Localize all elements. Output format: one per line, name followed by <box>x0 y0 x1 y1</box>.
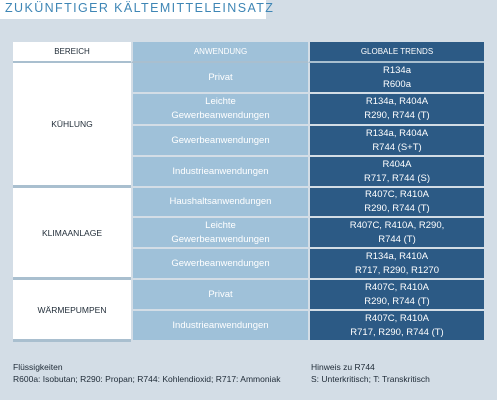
anwendung-cell: Privat <box>131 63 308 94</box>
footer-fluids-title: Flüssigkeiten <box>13 362 63 372</box>
anwendung-line: Privat <box>208 288 233 300</box>
table-header-row: BEREICH ANWENDUNG GLOBALE TRENDS <box>13 42 484 63</box>
trend-line: R717, R290, R744 (T) <box>350 326 444 338</box>
anwendung-cell: Leichte Gewerbeanwendungen <box>131 218 308 249</box>
anwendung-cell: Industrieanwendungen <box>131 157 308 188</box>
table-row: Leichte Gewerbeanwendungen R407C, R410A, R… <box>13 218 484 249</box>
table-row: Industrieanwendungen R404A R717, R744 (S) <box>13 157 484 188</box>
bereich-cell: KÜHLUNG <box>13 63 131 188</box>
header-globale-trends: GLOBALE TRENDS <box>308 42 484 63</box>
anwendung-line: Leichte <box>205 219 236 231</box>
trend-line: R290, R744 (T) <box>364 110 430 121</box>
table-row: Gewerbeanwendungen R134a, R404A R744 (S+T) <box>13 126 484 157</box>
page-title: ZUKÜNFTIGER KÄLTEMITTELEINSATZ <box>5 1 275 15</box>
header-anwendung: ANWENDUNG <box>131 42 308 63</box>
trend-cell: R407C, R410A R717, R290, R744 (T) <box>308 311 484 342</box>
trend-line: R407C, R410A <box>365 312 429 324</box>
title-bar: ZUKÜNFTIGER KÄLTEMITTELEINSATZ <box>0 0 273 19</box>
refrigerant-table: BEREICH ANWENDUNG GLOBALE TRENDS KÜHLUNG… <box>13 42 484 342</box>
trend-cell: R404A R717, R744 (S) <box>308 157 484 188</box>
anwendung-cell: Gewerbeanwendungen <box>131 249 308 280</box>
header-bereich: BEREICH <box>13 42 131 63</box>
trend-line: R290, R744 (T) <box>364 295 430 307</box>
trend-line: R407C, R410A, R290, <box>349 219 445 231</box>
anwendung-line: Gewerbeanwendungen <box>171 134 270 146</box>
trend-cell: R407C, R410A R290, R744 (T) <box>308 280 484 311</box>
anwendung-cell: Gewerbeanwendungen <box>131 126 308 157</box>
table-row: Gewerbeanwendungen R134a, R410A R717, R290… <box>13 249 484 280</box>
trend-line: R404A <box>382 158 412 170</box>
table-row: Leichte Gewerbeanwendungen R134a, R404A R29… <box>13 94 484 126</box>
anwendung-line: Gewerbeanwendungen <box>171 110 270 121</box>
trend-line: R407C, R410A <box>365 189 429 200</box>
table-body: KÜHLUNG Privat R134a R600a Leichte Gewerbeanw… <box>13 63 484 342</box>
table-row: KÜHLUNG Privat R134a R600a <box>13 63 484 188</box>
trend-cell: R134a R600a <box>308 63 484 94</box>
bereich-cell: WÄRMEPUMPEN <box>13 280 131 342</box>
anwendung-line: Industrieanwendungen <box>172 319 269 331</box>
table-row: Industrieanwendungen R407C, R410A R717, R2… <box>13 311 484 342</box>
trend-cell: R134a, R404A R744 (S+T) <box>308 126 484 157</box>
anwendung-cell: Industrieanwendungen <box>131 311 308 342</box>
trend-line: R717, R744 (S) <box>363 172 430 184</box>
footer-r744-note: Hinweis zu R744 S: Unterkritisch; T: Tra… <box>311 361 430 385</box>
table-row: KLIMAANLAGE Haushaltsanwendungen R407C, R4… <box>13 188 484 280</box>
trend-line: R717, R290, R1270 <box>355 264 439 276</box>
footer-r744-title: Hinweis zu R744 <box>311 362 375 372</box>
trend-line: R744 (T) <box>378 233 416 245</box>
trend-line: R134a <box>383 64 411 76</box>
trend-cell: R407C, R410A R290, R744 (T) <box>308 188 484 218</box>
table-row: WÄRMEPUMPEN Privat R407C, R410A R290, R744 … <box>13 280 484 342</box>
trend-line: R600a <box>383 78 411 90</box>
trend-line: R290, R744 (T) <box>364 203 430 214</box>
anwendung-cell: Leichte Gewerbeanwendungen <box>131 94 308 126</box>
anwendung-line: Gewerbeanwendungen <box>171 233 270 245</box>
anwendung-cell: Privat <box>131 280 308 311</box>
trend-line: R407C, R410A <box>365 281 429 293</box>
trend-cell: R134a, R410A R717, R290, R1270 <box>308 249 484 280</box>
footer-fluids: Flüssigkeiten R600a: Isobutan; R290: Pro… <box>13 361 280 385</box>
bereich-cell: KLIMAANLAGE <box>13 188 131 280</box>
anwendung-line: Haushaltsanwendungen <box>169 196 272 207</box>
anwendung-line: Leichte <box>205 96 236 107</box>
trend-line: R744 (S+T) <box>372 141 422 153</box>
anwendung-line: Privat <box>208 71 233 83</box>
trend-line: R134a, R410A <box>365 250 429 262</box>
trend-cell: R134a, R404A R290, R744 (T) <box>308 94 484 126</box>
trend-line: R134a, R404A <box>365 127 429 139</box>
footer-fluids-text: R600a: Isobutan; R290: Propan; R744: Koh… <box>13 374 281 384</box>
anwendung-line: Gewerbeanwendungen <box>171 257 270 269</box>
footer-r744-text: S: Unterkritisch; T: Transkritisch <box>311 374 430 384</box>
trend-cell: R407C, R410A, R290, R744 (T) <box>308 218 484 249</box>
anwendung-line: Industrieanwendungen <box>172 165 269 177</box>
anwendung-cell: Haushaltsanwendungen <box>131 188 308 218</box>
trend-line: R134a, R404A <box>365 96 429 107</box>
